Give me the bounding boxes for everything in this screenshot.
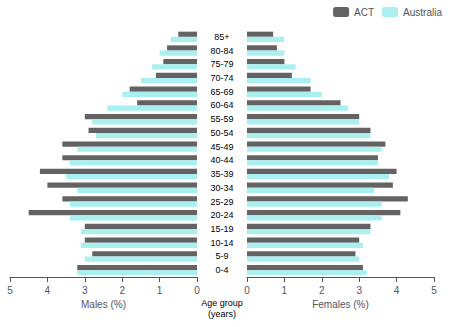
svg-text:(years): (years): [208, 309, 236, 319]
svg-text:30-34: 30-34: [210, 183, 233, 193]
svg-text:5: 5: [7, 285, 13, 296]
svg-text:50-54: 50-54: [210, 128, 233, 138]
svg-text:1: 1: [282, 285, 288, 296]
svg-text:4: 4: [394, 285, 400, 296]
svg-text:1: 1: [157, 285, 163, 296]
svg-text:5-9: 5-9: [215, 251, 228, 261]
svg-text:55-59: 55-59: [210, 114, 233, 124]
svg-text:25-29: 25-29: [210, 197, 233, 207]
svg-text:75-79: 75-79: [210, 59, 233, 69]
svg-text:4: 4: [45, 285, 51, 296]
svg-text:Females (%): Females (%): [312, 299, 369, 310]
svg-text:80-84: 80-84: [210, 46, 233, 56]
svg-text:3: 3: [82, 285, 88, 296]
svg-text:35-39: 35-39: [210, 169, 233, 179]
svg-text:2: 2: [319, 285, 325, 296]
svg-text:Australia: Australia: [403, 7, 442, 18]
svg-text:65-69: 65-69: [210, 87, 233, 97]
svg-text:3: 3: [356, 285, 362, 296]
svg-text:15-19: 15-19: [210, 224, 233, 234]
svg-text:0: 0: [244, 285, 250, 296]
svg-text:ACT: ACT: [354, 7, 374, 18]
svg-text:60-64: 60-64: [210, 100, 233, 110]
svg-text:85+: 85+: [214, 32, 229, 42]
svg-text:0-4: 0-4: [215, 265, 228, 275]
svg-text:Age group: Age group: [201, 298, 243, 308]
svg-text:5: 5: [431, 285, 437, 296]
svg-text:70-74: 70-74: [210, 73, 233, 83]
svg-text:0: 0: [194, 285, 200, 296]
svg-text:20-24: 20-24: [210, 210, 233, 220]
svg-text:45-49: 45-49: [210, 142, 233, 152]
svg-text:2: 2: [119, 285, 125, 296]
svg-text:Males (%): Males (%): [81, 299, 126, 310]
svg-text:10-14: 10-14: [210, 238, 233, 248]
svg-text:40-44: 40-44: [210, 155, 233, 165]
